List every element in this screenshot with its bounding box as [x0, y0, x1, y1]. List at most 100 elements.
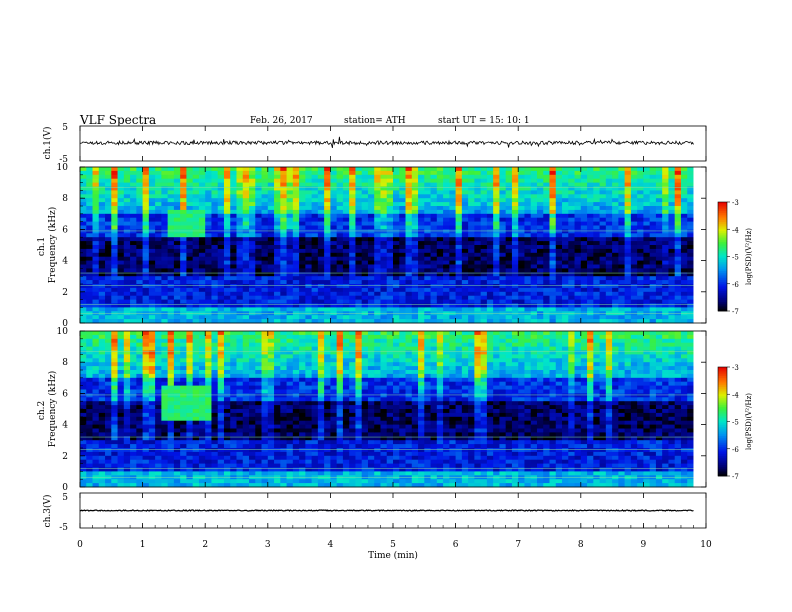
ch1-spectrogram-cell: [637, 174, 644, 180]
ch2-spectrogram-cell: [155, 416, 162, 422]
ch1-spectrogram-cell: [499, 167, 507, 172]
ch1-spectrogram-cell: [674, 264, 682, 269]
ch1-spectrogram-cell: [92, 170, 100, 176]
ch1-spectrogram-cell: [524, 241, 532, 246]
ch1-spectrogram-cell: [342, 229, 350, 234]
ch1-spectrogram-cell: [643, 233, 651, 238]
ch1-spectrogram-cell: [111, 237, 118, 242]
ch1-spectrogram-cell: [355, 299, 363, 304]
ch1-spectrogram-cell: [593, 299, 600, 304]
ch1-spectrogram-cell: [449, 284, 456, 289]
ch1-spectrogram-cell: [286, 280, 294, 285]
ch1-spectrogram-cell: [211, 229, 219, 234]
ch1-spectrogram-cell: [330, 225, 338, 230]
ch1-spectrogram-cell: [443, 190, 450, 195]
ch1-spectrogram-cell: [612, 295, 619, 300]
ch2-spectrogram-cell: [142, 479, 150, 484]
ch1-spectrogram-cell: [161, 225, 169, 230]
ch1-spectrogram-cell: [198, 170, 206, 176]
ch1-spectrogram-cell: [687, 170, 694, 176]
ch1-spectrogram-cell: [405, 268, 413, 273]
ch2-spectrogram-cell: [123, 377, 131, 383]
ch1-colorbar-step: [718, 211, 727, 214]
ch1-spectrogram-cell: [192, 213, 200, 219]
ch1-spectrogram-cell: [499, 252, 507, 258]
ch2-spectrogram-cell: [155, 358, 162, 363]
ch1-spectrogram-cell: [86, 299, 93, 304]
ch2-spectrogram-cell: [130, 455, 137, 461]
ch2-spectrogram-cell: [180, 451, 187, 457]
ch1-spectrogram-cell: [349, 260, 356, 265]
ch2-spectrogram-cell: [173, 389, 181, 394]
ch1-spectrogram-cell: [662, 268, 669, 273]
ch1-spectrogram-cell: [155, 213, 162, 219]
ch1-spectrogram-cell: [668, 256, 676, 261]
ch1-spectrogram-cell: [230, 295, 237, 300]
ch1-spectrogram-cell: [411, 264, 419, 269]
ch1-spectrogram-cell: [480, 303, 488, 308]
ch1-spectrogram-cell: [211, 225, 219, 230]
ch1-spectrogram-cell: [261, 291, 269, 297]
ch1-spectrogram-cell: [418, 209, 425, 215]
ch1-spectrogram-cell: [230, 186, 237, 191]
ch1-spectrogram-cell: [505, 307, 513, 312]
ch1-spectrogram-cell: [80, 284, 87, 289]
ch2-spectrogram-cell: [205, 424, 212, 429]
ch1-spectrogram-cell: [674, 182, 682, 187]
ch1-spectrogram-cell: [386, 194, 394, 199]
ch1-spectrogram-cell: [399, 202, 406, 207]
ch2-spectrogram-cell: [217, 397, 225, 402]
ch1-spectrogram-cell: [98, 272, 106, 277]
ch1-spectrogram-cell: [680, 264, 688, 269]
ch1-spectrogram-cell: [386, 245, 394, 250]
ch1-spectrogram-cell: [505, 272, 513, 277]
ch1-spectrogram-cell: [130, 280, 137, 285]
ch1-spectrogram-cell: [499, 280, 507, 285]
ch1-spectrogram-cell: [374, 206, 381, 211]
ch1-spectrogram-cell: [280, 186, 287, 191]
ch1-spectrogram-cell: [223, 167, 231, 172]
ch1-spectrogram-cell: [543, 272, 550, 277]
ch1-spectrogram-cell: [130, 217, 137, 222]
ch1-spectrogram-cell: [499, 190, 507, 195]
ch1-spectrogram-cell: [568, 307, 575, 312]
ch1-spectrogram-cell: [524, 221, 532, 226]
ch1-spectrogram-cell: [399, 198, 406, 203]
ch1-spectrogram-cell: [223, 174, 231, 180]
ch1-spectrogram-cell: [618, 299, 626, 304]
ch1-spectrogram-cell: [280, 299, 287, 304]
ch2-spectrogram-cell: [180, 459, 187, 464]
ch1-spectrogram-cell: [674, 229, 682, 234]
ch1-spectrogram-cell: [543, 260, 550, 265]
ch1-spectrogram-cell: [593, 170, 600, 176]
ch1-spectrogram-cell: [443, 280, 450, 285]
ch1-spectrogram-cell: [649, 280, 657, 285]
ch1-spectrogram-cell: [205, 217, 212, 222]
ch2-spectrogram-cell: [123, 479, 131, 484]
ch1-spectrogram-cell: [593, 291, 600, 297]
ch1-spectrogram-cell: [92, 276, 100, 281]
ch1-spectrogram-cell: [536, 213, 544, 219]
ch1-spectrogram-cell: [455, 229, 463, 234]
ch2-spectrogram-cell: [217, 366, 225, 371]
ch1-spectrogram-cell: [123, 225, 131, 230]
ch1-spectrogram-cell: [236, 241, 244, 246]
ch1-spectrogram-cell: [511, 167, 519, 172]
ch1-spectrogram-cell: [242, 295, 250, 300]
ch1-colorbar-step: [718, 307, 727, 310]
ch1-spectrogram-cell: [480, 225, 488, 230]
ch1-spectrogram-cell: [649, 284, 657, 289]
ch1-spectrogram-cell: [155, 178, 162, 183]
ch1-spectrogram-cell: [286, 221, 294, 226]
ch1-spectrogram-cell: [643, 182, 651, 187]
ch1-spectrogram-cell: [274, 307, 281, 312]
ch1-spectrogram-cell: [424, 307, 431, 312]
ch1-spectrogram-cell: [217, 280, 225, 285]
ch2-spectrogram-cell: [105, 463, 112, 468]
ch2-spectrogram-cell: [86, 405, 93, 410]
ch1-spectrogram-cell: [92, 178, 100, 183]
ch1-spectrogram-cell: [230, 229, 237, 234]
ch1-spectrogram-cell: [230, 319, 237, 324]
ch1-spectrogram-cell: [505, 190, 513, 195]
ch1-spectrogram-cell: [543, 178, 550, 183]
